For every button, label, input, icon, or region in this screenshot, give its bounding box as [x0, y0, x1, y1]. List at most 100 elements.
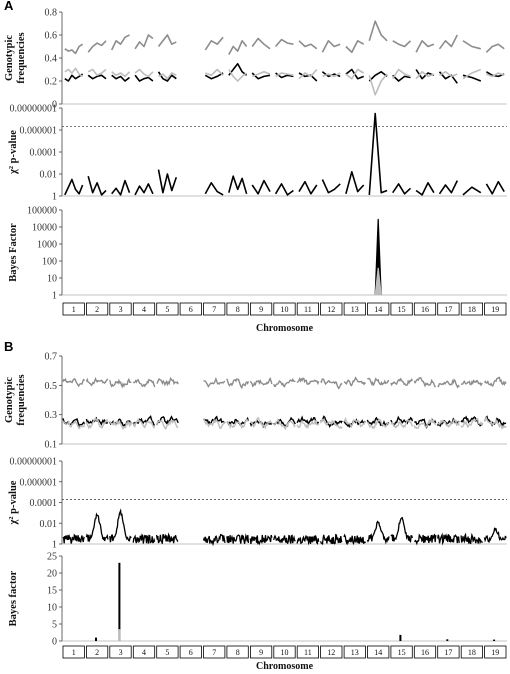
series-line-chr-3 — [111, 179, 131, 196]
series-line-chr-14 — [368, 73, 388, 96]
series-line-chr-5 — [157, 169, 178, 194]
chromosome-box — [484, 302, 507, 316]
chromosome-label: 9 — [259, 305, 263, 314]
y-axis-label: Bayes Factor — [8, 223, 19, 282]
series-line-chr-5 — [155, 419, 179, 431]
series-line-chr-1 — [64, 73, 84, 82]
series-line-chr-19 — [485, 180, 505, 195]
series-line-chr-4 — [134, 68, 154, 78]
series-line-chr-2 — [87, 68, 107, 77]
panel-A-sub2-y-tick-label: 0.01 — [40, 170, 58, 181]
series-line-chr-9 — [251, 179, 271, 195]
series-line-chr-10 — [275, 72, 294, 78]
panel-A-sub3-y-tick-label: 100 — [42, 257, 57, 268]
chromosome-label: 5 — [165, 305, 169, 314]
series-line-chr-1 — [62, 377, 86, 388]
panel-A-subplot-2: 1 0.01 0.0001 0.000001 0.00000001 χ² p-value — [8, 104, 507, 203]
series-line-chr-7 — [203, 376, 226, 388]
series-line-chr-16 — [413, 417, 437, 429]
panel-A: A 0 0.2 0.4 0.6 0.8 Genotypic frequencies 1 0.01 0… — [4, 0, 507, 334]
panel-B-sub2-y-tick-label: 0.000001 — [20, 477, 58, 488]
chromosome-box — [179, 645, 202, 659]
chromosome-box — [249, 302, 273, 316]
chromosome-label: 6 — [189, 648, 193, 657]
series-line-chr-19 — [485, 71, 505, 78]
series-line-chr-2 — [87, 175, 107, 196]
chromosome-box — [343, 645, 366, 659]
chromosome-box — [413, 645, 437, 659]
panel-B-sub3-y-tick-label: 20 — [47, 569, 57, 580]
chromosome-label: 15 — [398, 648, 406, 657]
series-line-chr-17 — [438, 34, 459, 50]
chromosome-label: 11 — [304, 305, 312, 314]
chromosome-label: 13 — [351, 648, 359, 657]
series-line-chr-17 — [437, 418, 460, 428]
series-line-chr-17 — [437, 532, 460, 546]
series-line-chr-11 — [298, 40, 318, 50]
series-line-chr-13 — [343, 418, 366, 428]
y-axis-label: Genotypic — [4, 35, 15, 81]
panel-B-sub1-y-tick-label: 0.3 — [45, 410, 58, 421]
chromosome-box — [390, 645, 413, 659]
series-line-chr-2 — [85, 416, 109, 430]
chromosome-box — [320, 645, 343, 659]
bayes-factor-peak-chr-3 — [118, 629, 121, 641]
chromosome-box — [203, 302, 226, 316]
series-line-chr-1 — [62, 417, 86, 429]
chromosome-label: 8 — [236, 305, 240, 314]
panel-A-sub2-y-tick-label: 0.0001 — [30, 148, 58, 159]
series-line-chr-11 — [296, 415, 320, 426]
series-line-chr-15 — [390, 516, 414, 544]
series-line-chr-12 — [321, 179, 341, 194]
chromosome-label: 7 — [212, 648, 216, 657]
series-line-chr-12 — [319, 418, 343, 430]
chromosome-label: 16 — [421, 305, 429, 314]
bayes-factor-peak-chr-2 — [95, 637, 97, 641]
x-axis-label: Chromosome — [256, 661, 314, 672]
panel-A-sub1-y-tick-label: 0.2 — [45, 77, 58, 88]
chromosome-label: 15 — [398, 305, 406, 314]
chromosome-box — [203, 645, 226, 659]
series-line-chr-15 — [392, 68, 411, 80]
series-line-chr-4 — [132, 418, 156, 430]
series-line-chr-8 — [228, 175, 248, 195]
panel-letter: A — [4, 0, 14, 13]
series-line-chr-15 — [392, 40, 412, 48]
series-line-chr-4 — [132, 533, 156, 544]
chromosome-box — [62, 302, 85, 316]
chromosome-box — [437, 645, 460, 659]
series-line-chr-11 — [298, 72, 318, 82]
x-axis-label: Chromosome — [256, 323, 314, 334]
series-line-chr-14 — [368, 20, 388, 42]
series-line-chr-19 — [483, 376, 507, 388]
y-axis-label: Bayes factor — [8, 570, 19, 626]
series-line-chr-18 — [462, 40, 482, 50]
panel-B-sub2-y-tick-label: 1 — [52, 540, 57, 551]
panel-letter: B — [4, 339, 13, 354]
series-line-chr-11 — [298, 68, 318, 80]
chromosome-label: 2 — [95, 305, 99, 314]
chromosome-box — [109, 302, 132, 316]
series-line-chr-17 — [437, 378, 460, 389]
panel-A-sub2-y-tick-label: 1 — [52, 192, 57, 203]
panel-A-sub1-y-tick-label: 0.6 — [45, 31, 58, 42]
chromosome-label: 9 — [259, 648, 263, 657]
panel-B-subplot-1: 0.1 0.3 0.5 0.7 Genotypic frequencies — [4, 352, 507, 451]
chromosome-box — [109, 645, 132, 659]
series-line-chr-3 — [111, 71, 131, 78]
panel-B-subplot-2: 1 0.01 0.0001 0.000001 0.00000001 χ² p-value — [8, 457, 507, 551]
series-line-chr-7 — [202, 533, 226, 547]
series-line-chr-13 — [343, 416, 366, 429]
chromosome-label: 17 — [444, 305, 452, 314]
series-line-chr-1 — [64, 178, 84, 196]
chromosome-label: 19 — [491, 305, 499, 314]
chromosome-box — [249, 645, 273, 659]
series-line-chr-16 — [415, 39, 435, 53]
chromosome-box — [62, 645, 85, 659]
chromosome-label: 3 — [119, 305, 123, 314]
chromosome-label: 1 — [72, 305, 76, 314]
series-line-chr-17 — [438, 180, 459, 195]
series-line-chr-5 — [157, 71, 177, 82]
series-line-chr-14 — [368, 71, 388, 82]
chromosome-box — [367, 302, 390, 316]
